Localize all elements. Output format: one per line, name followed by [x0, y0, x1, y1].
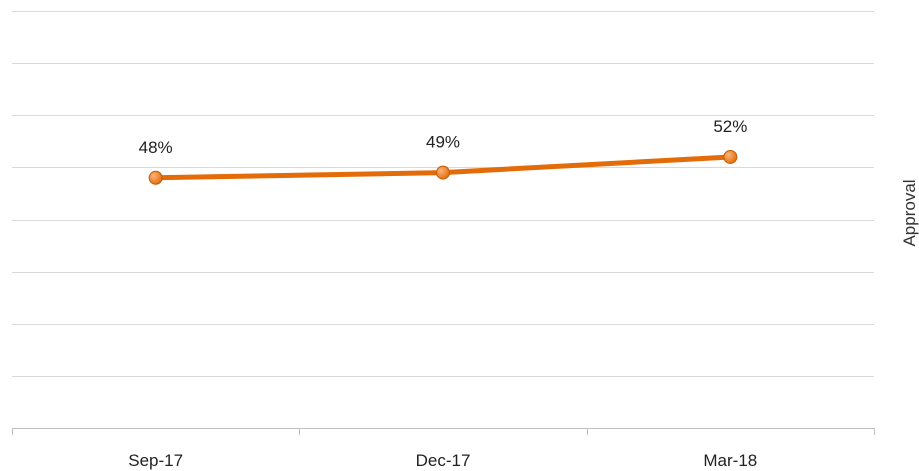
- data-label: 49%: [426, 133, 460, 152]
- x-axis: Sep-17 Dec-17 Mar-18: [12, 428, 875, 470]
- data-labels: 48% 49% 52%: [139, 117, 748, 157]
- data-label: 48%: [139, 138, 173, 157]
- data-point: [723, 149, 738, 164]
- data-point: [436, 165, 450, 180]
- gridlines: [12, 11, 874, 377]
- series-approval: [148, 149, 738, 185]
- x-tick-label: Dec-17: [416, 451, 471, 470]
- data-label: 52%: [713, 117, 747, 136]
- x-tick-label: Sep-17: [128, 451, 183, 470]
- legend-label-approval: Approval: [900, 179, 919, 246]
- data-point: [148, 170, 163, 185]
- x-tick-label: Mar-18: [703, 451, 757, 470]
